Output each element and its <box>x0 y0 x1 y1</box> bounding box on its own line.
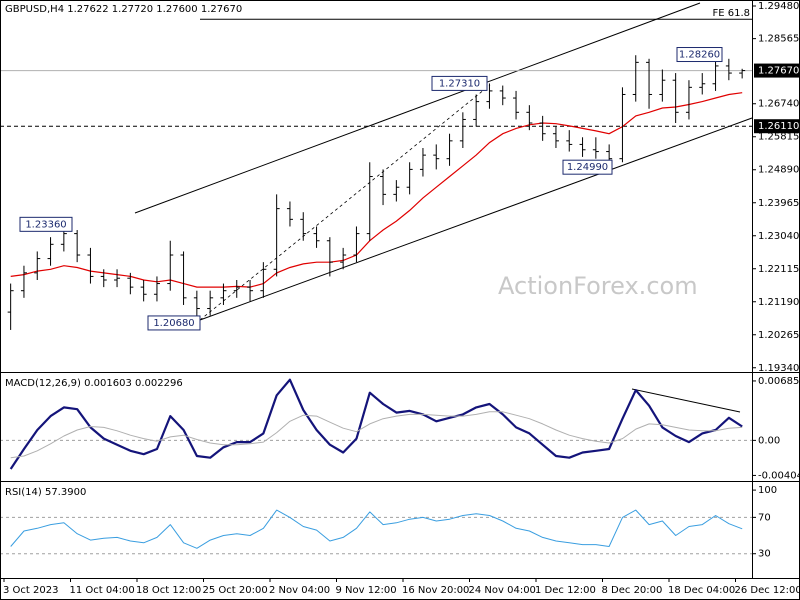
level-label: FE 61.8 <box>712 8 750 19</box>
panel-title: MACD(12,26,9) 0.001603 0.002296 <box>5 378 183 389</box>
y-tick-label: 1.23965 <box>758 198 799 209</box>
annotation-box <box>431 75 488 91</box>
x-tick-label: 24 Nov 04:00 <box>469 585 536 596</box>
annotation-label: 1.27310 <box>439 78 480 89</box>
y-tick-label: 1.25815 <box>758 132 799 143</box>
indicator-line <box>9 378 743 470</box>
x-tick-label: 9 Nov 12:00 <box>336 585 397 596</box>
y-tick-label: 0.006858 <box>758 376 800 387</box>
y-tick-label: 1.26740 <box>758 99 799 110</box>
y-tick-label: 0.00 <box>758 435 780 446</box>
x-tick-label: 25 Oct 20:00 <box>203 585 268 596</box>
y-tick-label: 1.24890 <box>758 165 799 176</box>
x-tick-label: 8 Dec 20:00 <box>602 585 663 596</box>
annotation-label: 1.24990 <box>567 162 608 173</box>
y-tick-label: 70 <box>758 512 771 523</box>
price-marker-label: 1.27670 <box>758 66 799 77</box>
annotation-box <box>562 159 613 175</box>
x-tick-label: 11 Oct 04:00 <box>70 585 135 596</box>
trend-dashed <box>199 84 491 321</box>
x-tick-label: 3 Oct 2023 <box>3 585 58 596</box>
indicator-line <box>10 411 743 459</box>
channel-upper <box>134 2 701 214</box>
price-marker-box <box>754 119 800 134</box>
channel-lower <box>199 117 753 321</box>
y-tick-label: 1.20265 <box>758 330 799 341</box>
annotation-box <box>147 315 201 331</box>
y-tick-label: 1.23040 <box>758 231 799 242</box>
annotation-box <box>19 216 73 232</box>
y-tick-label: 1.22115 <box>758 264 799 275</box>
price-marker-box <box>754 63 800 78</box>
x-tick-label: 1 Dec 12:00 <box>535 585 596 596</box>
indicator-line <box>10 509 743 549</box>
x-tick-label: 16 Nov 20:00 <box>402 585 469 596</box>
macd-trendline <box>631 388 741 413</box>
annotation-label: 1.23360 <box>25 219 66 230</box>
y-tick-label: 100 <box>758 485 777 496</box>
x-tick-label: 26 Dec 12:00 <box>735 585 800 596</box>
y-tick-label: -0.004047 <box>758 470 800 481</box>
annotation-box <box>676 47 723 63</box>
y-tick-label: 1.21190 <box>758 297 799 308</box>
y-tick-label: 1.28565 <box>758 34 799 45</box>
annotation-label: 1.20680 <box>153 318 194 329</box>
y-tick-label: 30 <box>758 549 771 560</box>
y-tick-label: 1.19340 <box>758 363 799 374</box>
x-tick-label: 18 Oct 12:00 <box>136 585 201 596</box>
x-tick-label: 18 Dec 04:00 <box>668 585 735 596</box>
y-tick-label: 1.29480 <box>758 1 799 12</box>
panel-title: GBPUSD,H4 1.27622 1.27720 1.27600 1.2767… <box>5 4 242 15</box>
panel-title: RSI(14) 57.3900 <box>5 487 86 498</box>
moving-average <box>10 92 743 288</box>
price-marker-label: 1.26110 <box>758 121 799 132</box>
annotation-label: 1.28260 <box>679 50 720 61</box>
x-tick-label: 2 Nov 04:00 <box>269 585 330 596</box>
watermark: ActionForex.com <box>498 272 698 300</box>
